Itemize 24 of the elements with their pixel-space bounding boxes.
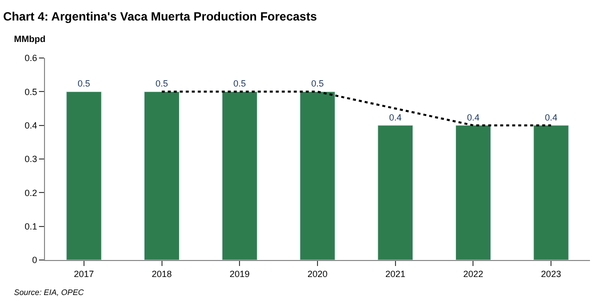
y-tick-label: 0.5 <box>24 86 38 97</box>
data-label: 0.5 <box>233 78 246 89</box>
x-tick-label: 2018 <box>152 268 172 279</box>
data-label: 0.4 <box>389 112 402 122</box>
data-label: 0.4 <box>544 112 558 122</box>
y-tick-label: 0 <box>32 255 38 266</box>
data-label: 0.4 <box>466 112 480 122</box>
y-tick-label: 0.2 <box>24 188 38 198</box>
data-label: 0.5 <box>156 78 168 89</box>
y-axis-title: MMbpd <box>14 34 46 44</box>
x-tick-label: 2019 <box>230 268 250 279</box>
x-tick-label: 2022 <box>463 268 484 279</box>
x-tick-label: 2020 <box>307 268 328 279</box>
chart-title: Chart 4: Argentina's Vaca Muerta Production Forecasts <box>3 9 318 24</box>
x-tick-label: 2021 <box>385 268 406 279</box>
y-tick-label: 0.6 <box>24 53 38 64</box>
data-label: 0.5 <box>78 78 90 89</box>
y-tick-label: 0.3 <box>24 154 38 164</box>
x-tick-label: 2023 <box>541 268 562 279</box>
y-tick-label: 0.1 <box>24 221 38 232</box>
y-tick-label: 0.4 <box>24 120 38 130</box>
source-note: Source: EIA, OPEC <box>14 288 84 297</box>
x-tick-label: 2017 <box>74 268 94 279</box>
data-label: 0.5 <box>311 78 324 89</box>
